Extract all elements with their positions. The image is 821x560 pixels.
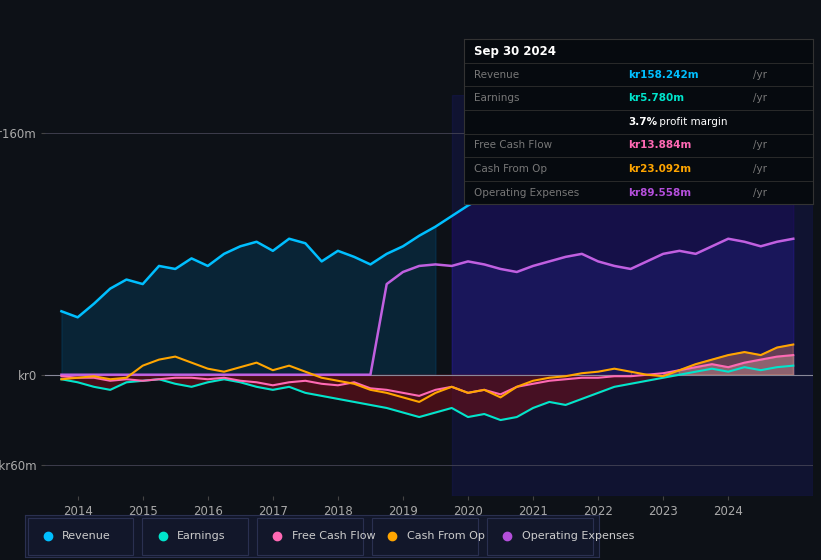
Text: Cash From Op: Cash From Op — [407, 531, 484, 541]
Text: kr5.780m: kr5.780m — [628, 93, 684, 103]
Text: kr158.242m: kr158.242m — [628, 69, 699, 80]
Text: Revenue: Revenue — [62, 531, 111, 541]
Text: profit margin: profit margin — [656, 117, 727, 127]
Text: kr13.884m: kr13.884m — [628, 141, 691, 151]
Text: 3.7%: 3.7% — [628, 117, 657, 127]
Text: kr23.092m: kr23.092m — [628, 164, 691, 174]
Text: Cash From Op: Cash From Op — [475, 164, 548, 174]
Text: Earnings: Earnings — [177, 531, 226, 541]
Text: Operating Expenses: Operating Expenses — [475, 188, 580, 198]
Text: kr89.558m: kr89.558m — [628, 188, 691, 198]
Text: Earnings: Earnings — [475, 93, 520, 103]
Text: Sep 30 2024: Sep 30 2024 — [475, 44, 557, 58]
Text: /yr: /yr — [754, 141, 768, 151]
Text: /yr: /yr — [754, 69, 768, 80]
Text: Revenue: Revenue — [475, 69, 520, 80]
Text: /yr: /yr — [754, 164, 768, 174]
Text: /yr: /yr — [754, 93, 768, 103]
Text: /yr: /yr — [754, 188, 768, 198]
Bar — [452, 95, 813, 496]
Text: Free Cash Flow: Free Cash Flow — [292, 531, 375, 541]
Text: Operating Expenses: Operating Expenses — [522, 531, 634, 541]
Text: Free Cash Flow: Free Cash Flow — [475, 141, 553, 151]
